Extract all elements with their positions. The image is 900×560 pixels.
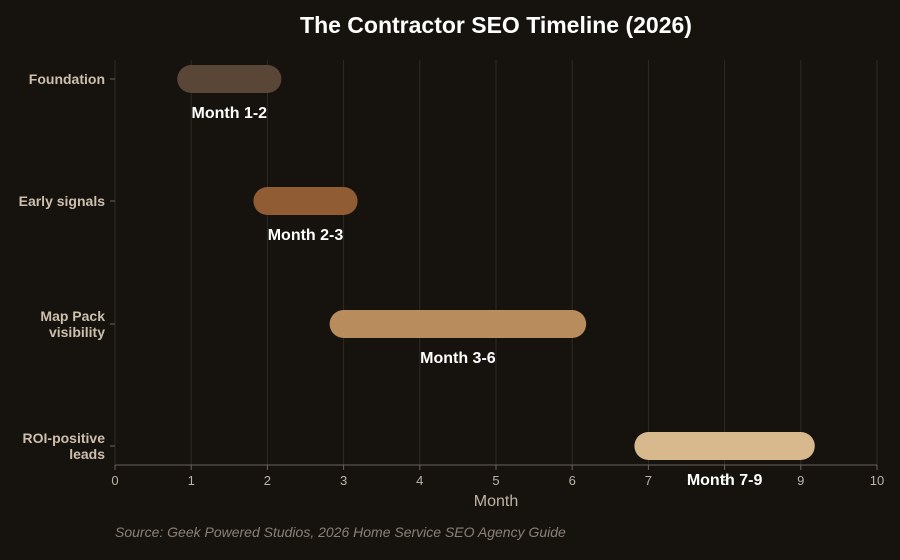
category-label: ROI-positive [23, 430, 106, 446]
bar-data-label: Month 3-6 [420, 350, 496, 367]
x-tick-label: 9 [797, 473, 804, 488]
category-label: Early signals [19, 193, 106, 209]
timeline-bar [177, 65, 282, 93]
x-tick-label: 6 [569, 473, 576, 488]
bar-data-label: Month 7-9 [687, 472, 763, 489]
x-tick-label: 2 [264, 473, 271, 488]
category-label: visibility [49, 324, 105, 340]
bar-data-label: Month 1-2 [192, 105, 268, 122]
timeline-bar [329, 310, 587, 338]
x-tick-label: 4 [416, 473, 423, 488]
bar-data-label: Month 2-3 [268, 227, 344, 244]
x-tick-label: 8 [721, 473, 728, 488]
x-tick-label: 1 [188, 473, 195, 488]
x-tick-label: 0 [111, 473, 118, 488]
x-tick-label: 7 [645, 473, 652, 488]
x-tick-label: 5 [492, 473, 499, 488]
category-label: Foundation [29, 71, 105, 87]
category-label: Map Pack [40, 308, 105, 324]
source-note: Source: Geek Powered Studios, 2026 Home … [115, 524, 566, 540]
y-axis: Foundation Early signals Map Packvisibilit… [19, 71, 115, 462]
x-axis-title: Month [474, 493, 518, 510]
chart-title: The Contractor SEO Timeline (2026) [300, 12, 692, 38]
timeline-bars: Month 1-2 Month 2-3 Month 3-6 Month 7-9 [177, 65, 815, 489]
timeline-bar [253, 187, 358, 215]
x-tick-label: 3 [340, 473, 347, 488]
x-axis: 0 1 2 3 4 5 6 7 8 9 10 [111, 60, 884, 488]
x-tick-label: 10 [870, 473, 884, 488]
grid-lines [114, 60, 878, 465]
category-label: leads [69, 446, 105, 462]
timeline-bar [634, 432, 815, 460]
